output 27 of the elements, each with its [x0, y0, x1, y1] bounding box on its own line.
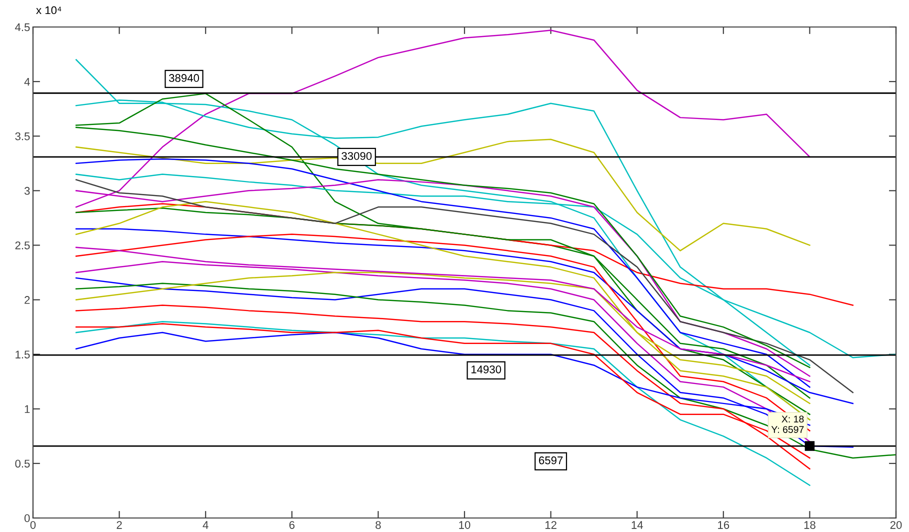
x-tick-label: 0 [30, 521, 36, 529]
x-tick-label: 10 [459, 521, 470, 529]
y-tick-label: 2 [24, 296, 30, 304]
x-tick-label: 4 [202, 521, 208, 529]
x-tick-label: 8 [376, 521, 381, 529]
y-tick-label: 1 [24, 405, 30, 413]
x-tick-label: 12 [545, 521, 556, 529]
x-tick-label: 6 [289, 521, 294, 529]
y-tick-label: 3 [24, 186, 30, 195]
y-tick-label: 2.5 [15, 241, 30, 250]
x-tick-label: 2 [116, 521, 122, 529]
y-tick-label: 4 [24, 78, 30, 86]
y-tick-label: 0.5 [15, 460, 30, 468]
annotation: 6597 [539, 456, 563, 464]
x-tick-label: 16 [718, 521, 730, 529]
x-tick-label: 18 [804, 521, 816, 529]
y-tick-label: 3.5 [15, 132, 30, 140]
y-tick-label: 0 [24, 514, 30, 522]
annotation: 14930 [471, 365, 502, 374]
x-tick-label: 14 [632, 521, 643, 529]
annotation: X: 18 Y: 6597 [771, 416, 804, 433]
x-tick-label: 20 [890, 521, 902, 529]
y-tick-label: 4.5 [15, 23, 30, 32]
text: x 10⁴ [36, 6, 62, 14]
annotation: 38940 [169, 74, 200, 82]
y-tick-label: 1.5 [16, 350, 30, 358]
annotation: 33090 [342, 152, 372, 160]
